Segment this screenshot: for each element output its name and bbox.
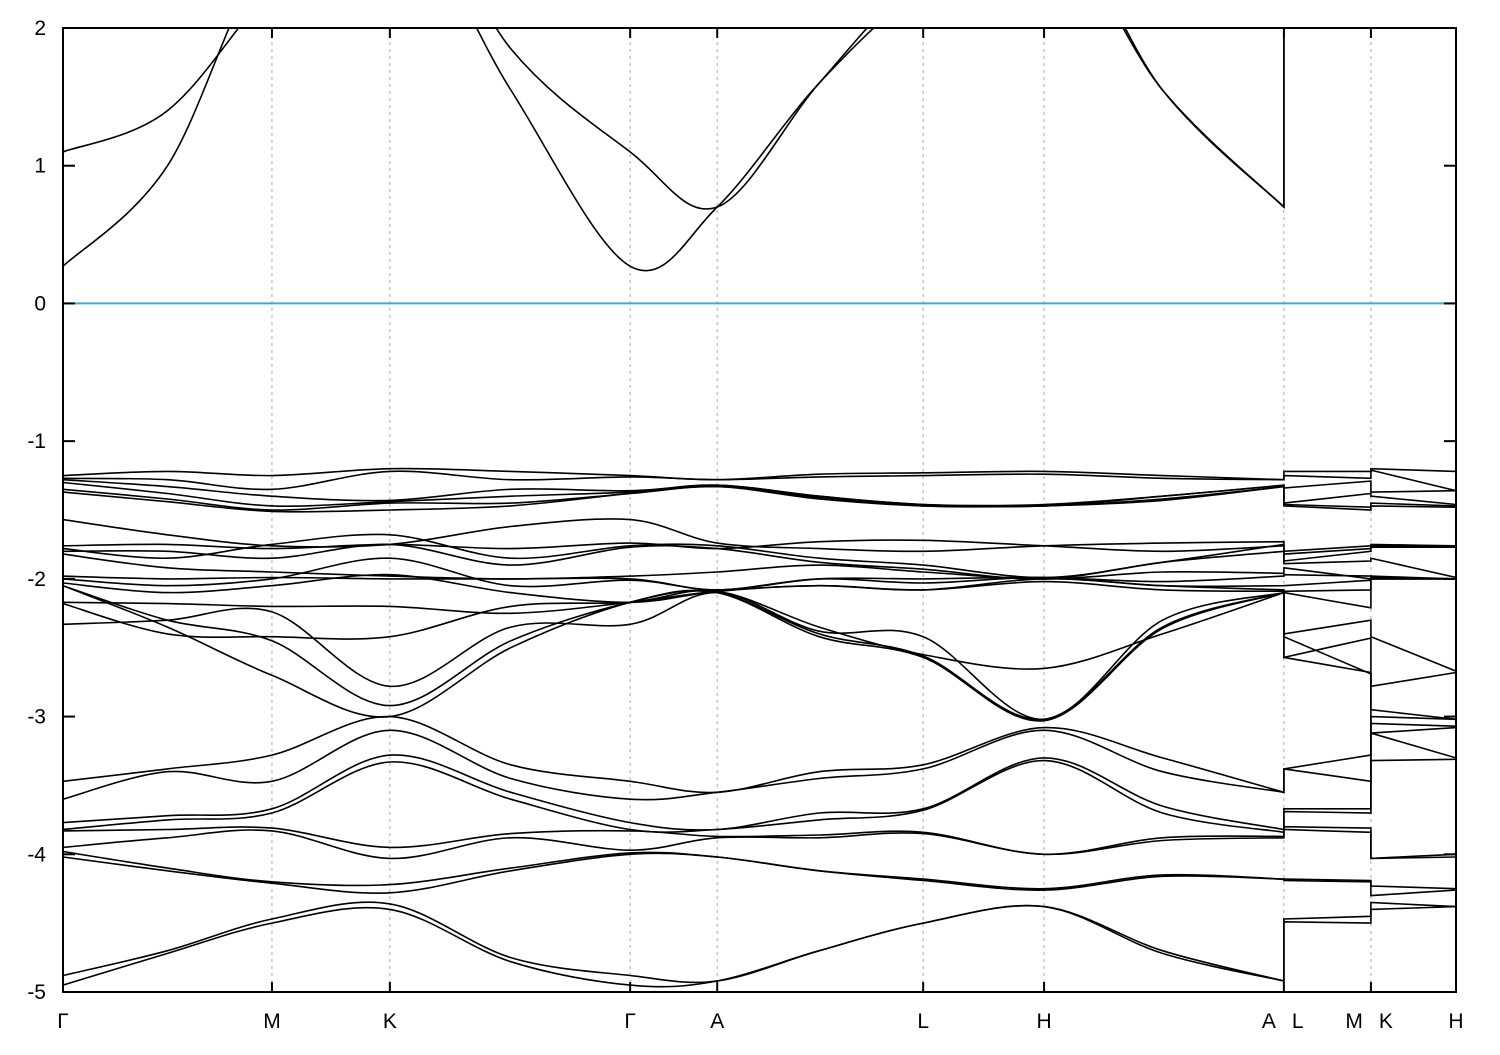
band-line-23 xyxy=(63,732,1456,831)
band-line-12 xyxy=(63,553,1456,580)
grid-lines xyxy=(271,28,1372,992)
band-line-8 xyxy=(63,518,1456,553)
band-line-16 xyxy=(63,578,1456,615)
x-tick-label: L xyxy=(917,1010,929,1033)
band-line-7 xyxy=(63,485,1456,513)
x-tick-label: A xyxy=(1262,1010,1276,1033)
y-tick-label: -3 xyxy=(27,706,46,729)
y-tick-label: 0 xyxy=(34,292,46,315)
band-line-1 xyxy=(63,28,1285,210)
x-tick-label: Γ xyxy=(624,1010,636,1033)
axis-ticks xyxy=(62,27,1457,993)
x-tick-label: H xyxy=(1448,1010,1463,1033)
band-line-30 xyxy=(63,904,1456,988)
band-line-21 xyxy=(63,715,1456,794)
plot-frame xyxy=(62,27,1457,993)
x-tick-label: K xyxy=(383,1010,397,1033)
band-line-3 xyxy=(63,469,1456,492)
x-tick-label: K xyxy=(1379,1010,1393,1033)
y-tick-label: 2 xyxy=(34,17,46,40)
band-line-14 xyxy=(63,557,1456,591)
y-tick-label: -5 xyxy=(27,981,46,1004)
band-line-28 xyxy=(63,852,1456,897)
x-tick-label: M xyxy=(1345,1010,1363,1033)
x-tick-label: A xyxy=(710,1010,724,1033)
y-tick-label: 1 xyxy=(34,155,46,178)
y-tick-label: -1 xyxy=(27,430,46,453)
y-tick-label: -2 xyxy=(27,568,46,591)
y-tick-label: -4 xyxy=(27,843,46,866)
x-tick-label: M xyxy=(263,1010,281,1033)
band-line-5 xyxy=(63,481,1456,508)
band-line-22 xyxy=(63,722,1456,801)
band-line-11 xyxy=(63,543,1456,580)
band-line-25 xyxy=(63,825,1456,860)
x-tick-label: Γ xyxy=(57,1010,69,1033)
band-line-20 xyxy=(63,584,1456,734)
band-line-17 xyxy=(63,589,1456,672)
bands xyxy=(63,28,1456,988)
band-line-18 xyxy=(63,591,1456,721)
band-line-24 xyxy=(63,758,1456,834)
x-tick-label: L xyxy=(1292,1010,1304,1033)
band-line-10 xyxy=(63,533,1456,579)
band-line-26 xyxy=(63,828,1456,860)
x-tick-label: H xyxy=(1036,1010,1051,1033)
